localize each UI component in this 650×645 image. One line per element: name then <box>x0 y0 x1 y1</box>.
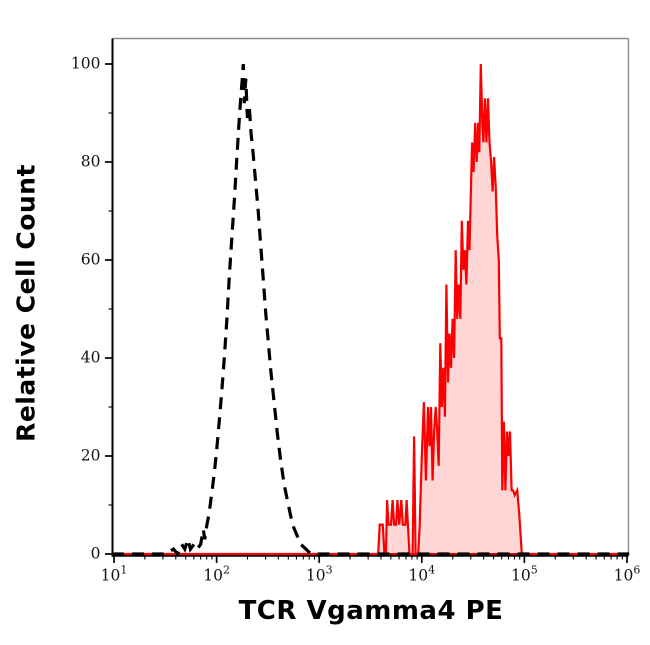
x-tick-label: 106 <box>614 564 641 585</box>
series-fill-tcr-vgamma4-pe-stained <box>111 64 630 554</box>
y-tick-label: 0 <box>91 545 101 563</box>
x-axis-label: TCR Vgamma4 PE <box>238 596 504 626</box>
x-tick-label: 104 <box>408 564 435 585</box>
y-tick-label: 20 <box>81 447 101 465</box>
y-tick-label: 40 <box>81 349 101 367</box>
x-tick-label: 105 <box>511 564 538 585</box>
y-tick-label: 100 <box>71 55 101 73</box>
y-tick-label: 60 <box>81 251 101 269</box>
y-tick-label: 80 <box>81 153 101 171</box>
y-axis-label: Relative Cell Count <box>11 164 41 442</box>
x-tick-label: 102 <box>203 564 230 585</box>
x-tick-label: 101 <box>101 564 128 585</box>
x-tick-label: 103 <box>306 564 333 585</box>
series-line-isotype-control-unstained <box>111 63 630 558</box>
series-line-tcr-vgamma4-pe-stained <box>111 63 630 556</box>
